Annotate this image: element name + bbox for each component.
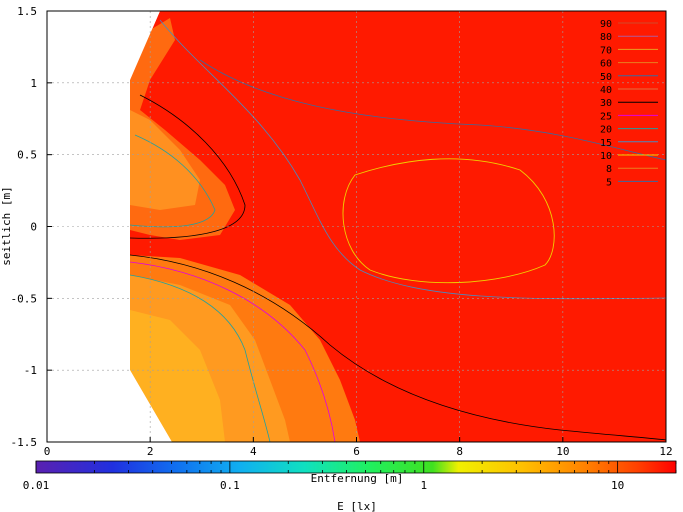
legend-label: 40 (600, 85, 612, 96)
legend-label: 60 (600, 59, 612, 70)
colorbar-tick-label: 0.1 (220, 479, 240, 492)
x-tick-label: 8 (456, 445, 463, 458)
contour-50 (199, 59, 666, 161)
legend-label: 20 (600, 125, 612, 136)
colorbar-tick-label: 10 (611, 479, 624, 492)
contour-25 (129, 261, 336, 442)
y-tick-label: 1 (30, 77, 37, 90)
contour-legend: 90 80 70 60 50 40 30 25 20 15 10 8 5 (600, 19, 658, 188)
y-axis: 1.5 1 0.5 0 -0.5 -1 -1.5 (11, 5, 52, 449)
colorbar-title: E [lx] (337, 500, 377, 512)
x-tick-label: 4 (250, 445, 257, 458)
contour-10 (342, 158, 555, 284)
legend-label: 5 (606, 177, 612, 188)
legend-label: 90 (600, 19, 612, 30)
contour-15 (159, 19, 666, 300)
colorbar-ticks: 0.01 0.1 1 10 (23, 461, 677, 492)
y-tick-label: -0.5 (11, 292, 38, 305)
y-tick-label: 1.5 (17, 5, 37, 18)
y-tick-label: -1.5 (11, 436, 38, 449)
x-tick-label: 10 (556, 445, 569, 458)
field-lightorange-upper (130, 110, 200, 210)
x-axis-title: Entfernung [m] (311, 472, 404, 485)
legend-label: 8 (606, 164, 612, 175)
contour-30 (129, 254, 666, 441)
colorbar-tick-label: 0.01 (23, 479, 50, 492)
legend-label: 50 (600, 72, 612, 83)
blank-region (47, 11, 172, 442)
contour-20 (129, 274, 271, 442)
y-tick-label: 0 (30, 221, 37, 234)
x-tick-label: 6 (353, 445, 360, 458)
legend-label: 30 (600, 98, 612, 109)
y-axis-title: seitlich [m] (0, 186, 13, 265)
grid (47, 11, 666, 442)
contour-30-upper (129, 94, 246, 239)
x-axis: 0 2 4 6 8 10 12 (44, 437, 673, 458)
colorbar (35, 460, 677, 474)
legend-label: 10 (600, 151, 612, 162)
colorbar-tick-label: 1 (420, 479, 427, 492)
legend-label: 15 (600, 138, 612, 149)
x-tick-label: 0 (44, 445, 51, 458)
legend-label: 80 (600, 32, 612, 43)
x-tick-label: 12 (659, 445, 672, 458)
x-tick-label: 2 (147, 445, 154, 458)
y-tick-label: -1 (24, 364, 37, 377)
legend-label: 70 (600, 45, 612, 56)
legend-label: 25 (600, 111, 612, 122)
contour-20-upper (129, 134, 216, 228)
field-yellow-lower (130, 310, 225, 442)
y-tick-label: 0.5 (17, 149, 37, 162)
